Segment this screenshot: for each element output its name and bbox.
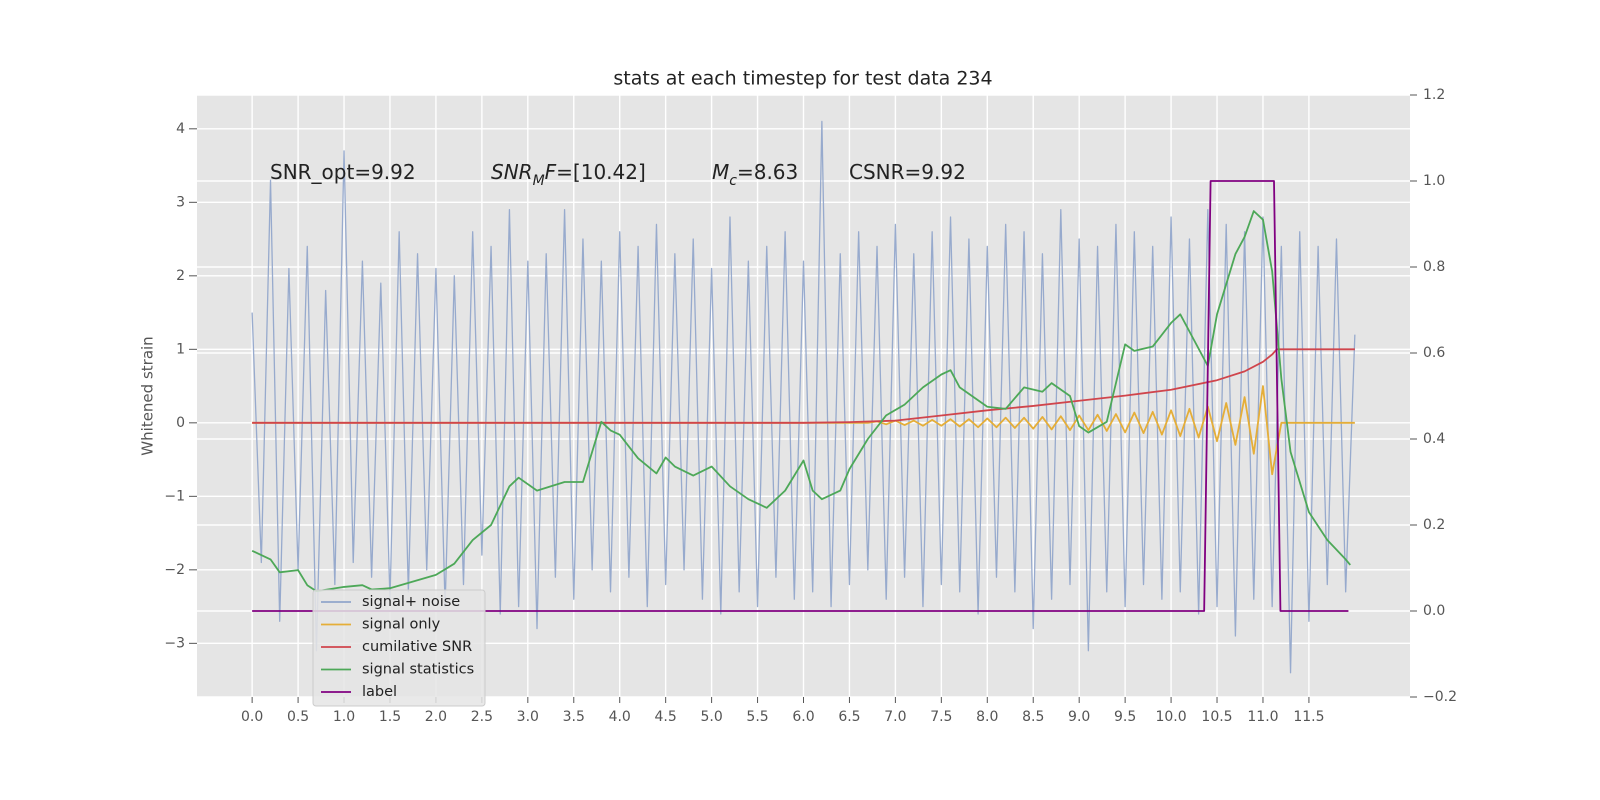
x-tick-label: 10.0 [1155, 709, 1186, 725]
x-tick-label: 1.5 [379, 709, 401, 725]
x-tick-label: 9.0 [1068, 709, 1090, 725]
y-tick-label: 4 [176, 121, 185, 137]
annotation: CSNR=9.92 [849, 160, 966, 184]
annotation: SNRMF=[10.42] [491, 160, 646, 190]
annotation-part: M [533, 173, 545, 189]
x-tick-label: 6.0 [792, 709, 814, 725]
series-line [251, 120, 1356, 674]
x-tick-label: 7.0 [884, 709, 906, 725]
legend-box [312, 589, 486, 707]
annotation-part: M [712, 160, 729, 184]
annotation-part: c [729, 173, 737, 189]
annotation-part: SNR_opt=9.92 [270, 160, 416, 184]
legend-label: cumilative SNR [362, 639, 472, 655]
annotation: SNR_opt=9.92 [270, 160, 416, 184]
x-tick-label: 4.5 [655, 709, 677, 725]
y-tick-label: −2 [164, 562, 185, 578]
y-axis-label: Whitened strain [139, 336, 157, 455]
annotation: Mc=8.63 [712, 160, 798, 190]
y-tick-label: 2 [176, 268, 185, 284]
series-line [252, 180, 1349, 612]
x-tick-label: 2.0 [425, 709, 447, 725]
annotation-part: =[10.42] [556, 160, 646, 184]
legend-label: label [362, 684, 397, 700]
y-tick-label: 0 [176, 415, 185, 431]
y2-tick-label: 0.0 [1423, 603, 1445, 619]
x-tick-label: 3.0 [517, 709, 539, 725]
x-tick-label: 7.5 [930, 709, 952, 725]
y2-tick-label: 1.0 [1423, 173, 1445, 189]
legend-label: signal only [362, 617, 441, 633]
y2-tick-label: 1.2 [1423, 87, 1445, 103]
series-line [252, 348, 1355, 424]
x-tick-label: 0.0 [241, 709, 263, 725]
legend: signal+ noise signal only cumilative SNR si… [312, 589, 486, 707]
x-tick-label: 3.5 [563, 709, 585, 725]
x-tick-label: 11.5 [1293, 709, 1324, 725]
annotation-part: SNR [491, 160, 533, 184]
x-tick-label: 10.5 [1201, 709, 1232, 725]
legend-label: signal statistics [362, 662, 474, 678]
y2-tick-label: −0.2 [1423, 689, 1457, 705]
annotation-part: =8.63 [737, 160, 798, 184]
annotation-part: CSNR=9.92 [849, 160, 966, 184]
x-tick-label: 5.5 [746, 709, 768, 725]
x-tick-label: 4.0 [609, 709, 631, 725]
y2-tick-label: 0.2 [1423, 517, 1445, 533]
x-tick-label: 8.5 [1022, 709, 1044, 725]
x-tick-label: 8.0 [976, 709, 998, 725]
x-tick-label: 6.5 [838, 709, 860, 725]
annotation-part: F [545, 160, 557, 184]
x-tick-label: 5.0 [700, 709, 722, 725]
y2-tick-label: 0.6 [1423, 345, 1445, 361]
y-tick-label: −3 [164, 635, 185, 651]
x-tick-label: 9.5 [1114, 709, 1136, 725]
y2-tick-label: 0.8 [1423, 259, 1445, 275]
x-tick-label: 2.5 [471, 709, 493, 725]
y-tick-label: 3 [176, 194, 185, 210]
x-tick-label: 11.0 [1247, 709, 1278, 725]
chart-title: stats at each timestep for test data 234 [613, 68, 992, 90]
y-tick-label: 1 [176, 341, 185, 357]
x-tick-label: 0.5 [287, 709, 309, 725]
y2-tick-label: 0.4 [1423, 431, 1445, 447]
legend-label: signal+ noise [362, 594, 460, 610]
x-tick-label: 1.0 [333, 709, 355, 725]
y-tick-label: −1 [164, 488, 185, 504]
